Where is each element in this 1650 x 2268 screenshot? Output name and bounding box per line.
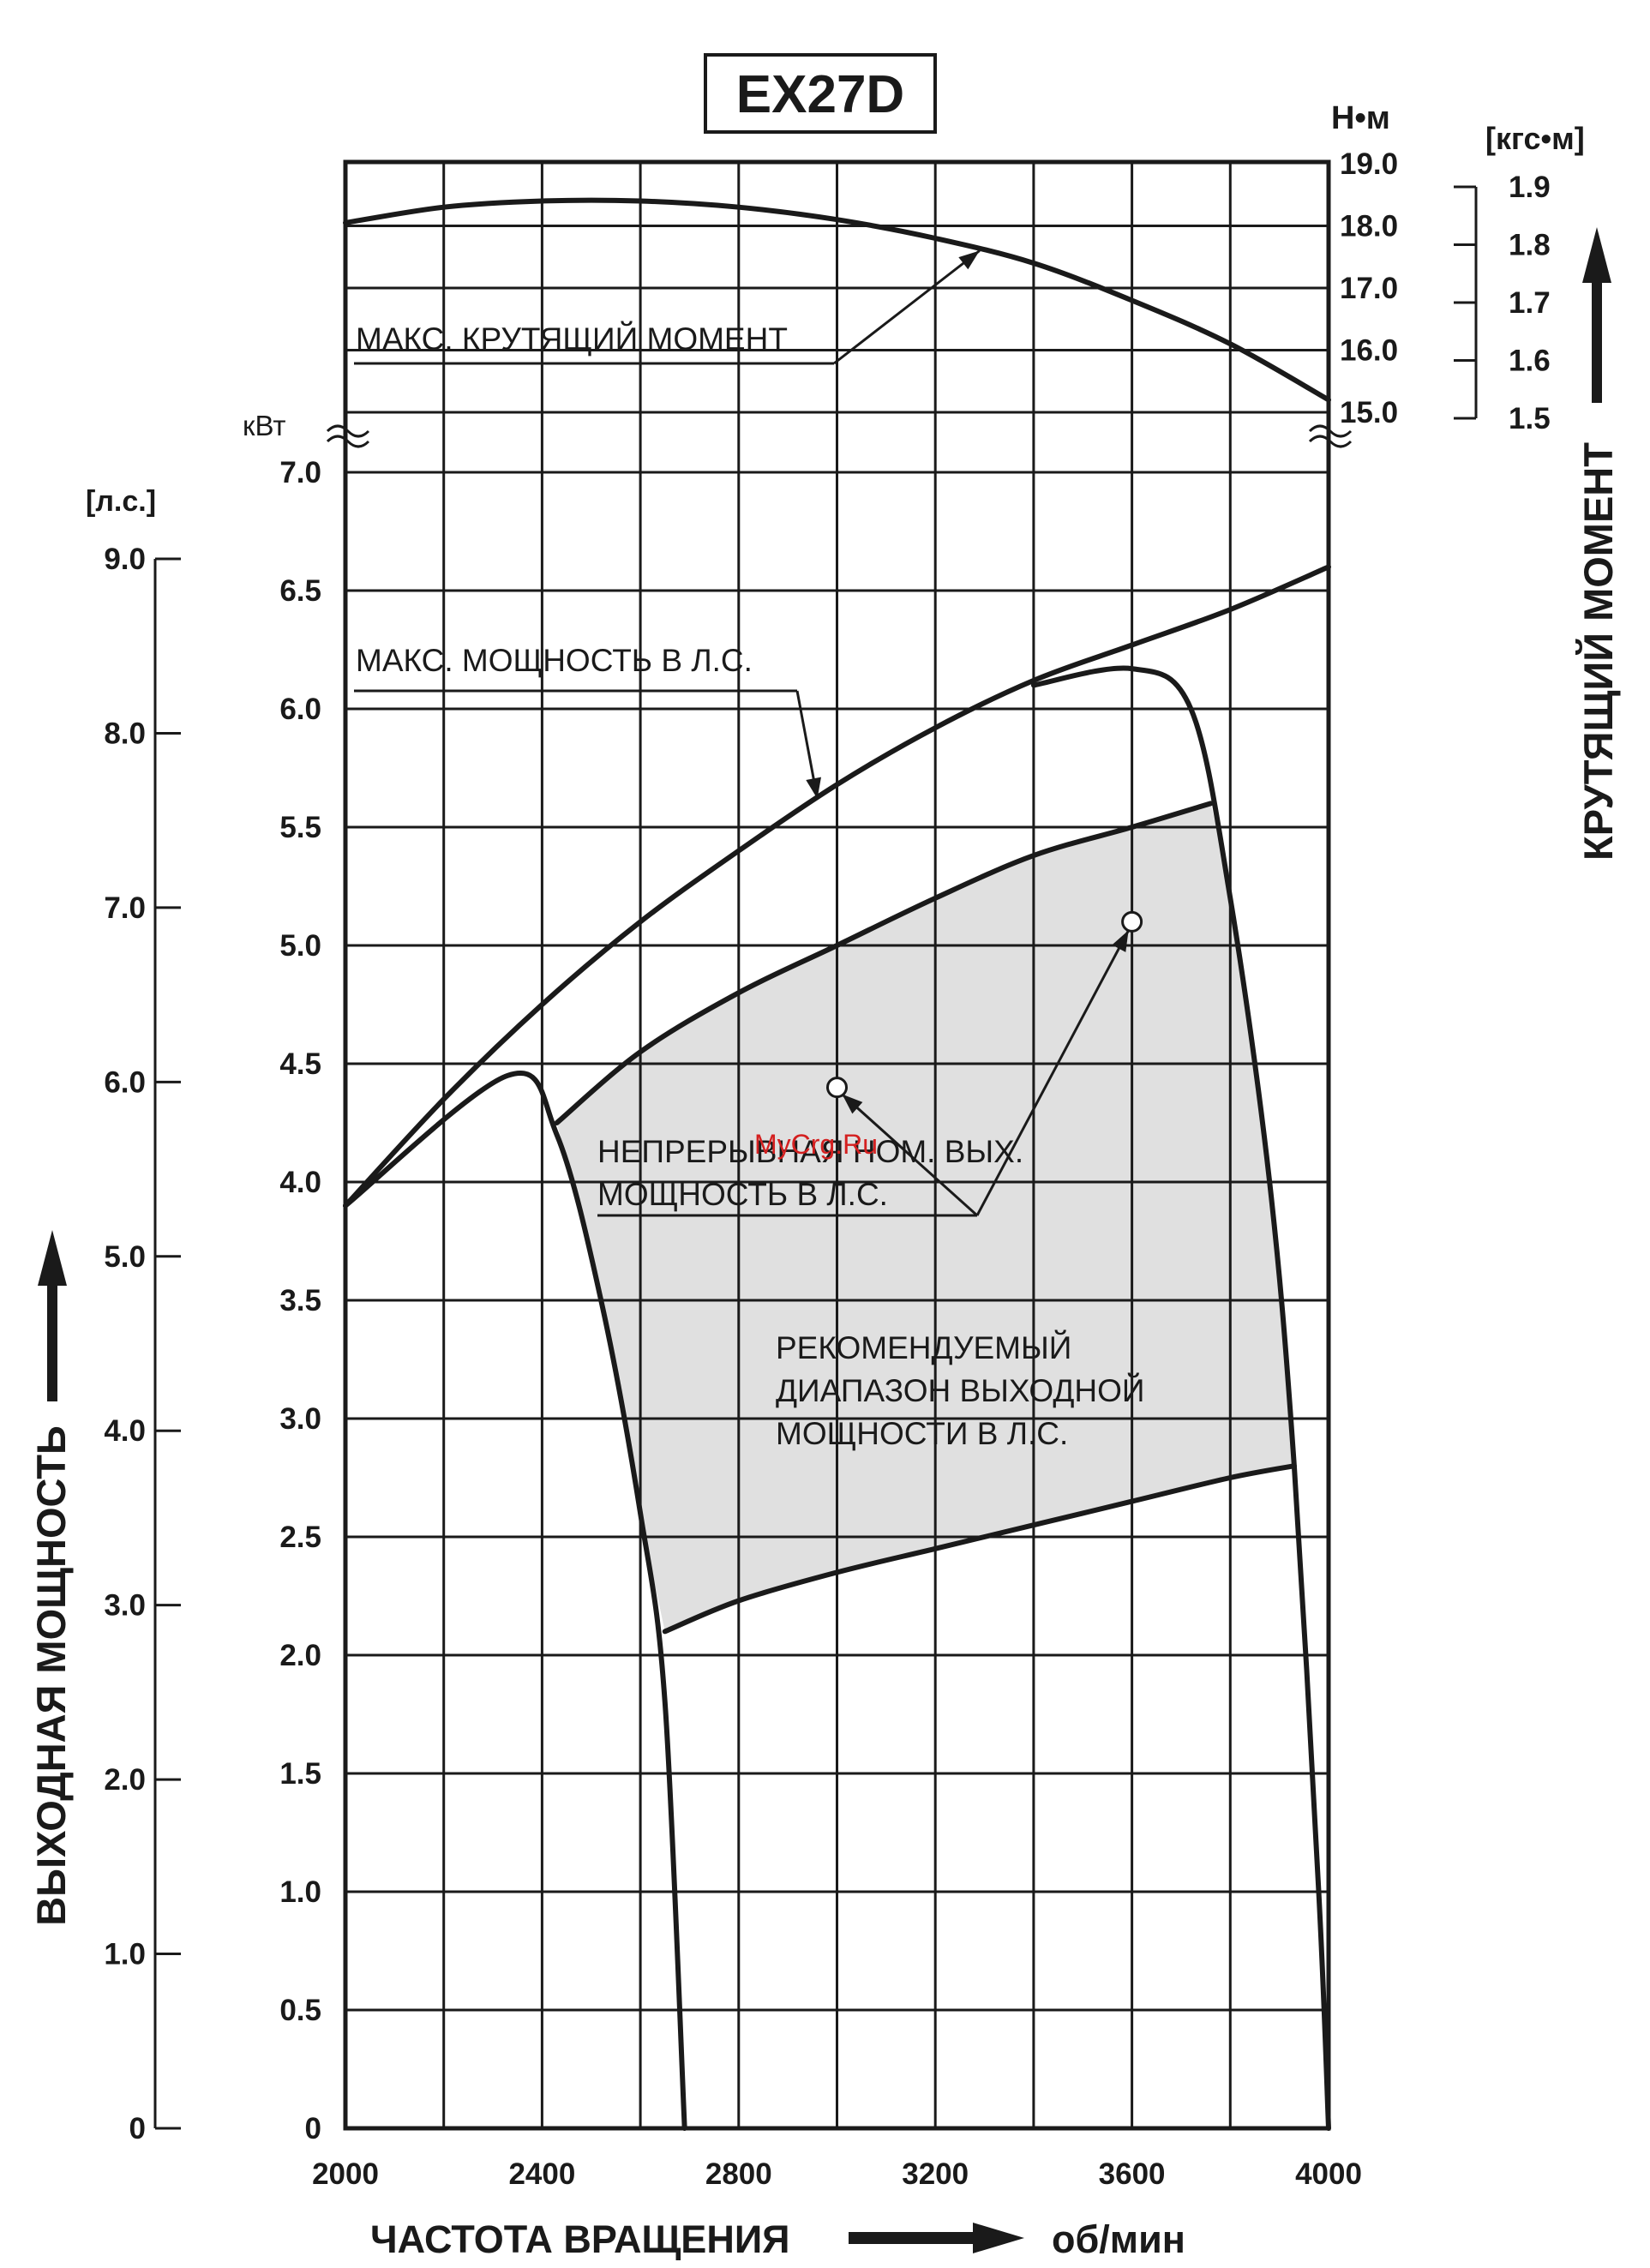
- annotation-range-3: МОЩНОСТИ В Л.С.: [776, 1416, 1068, 1451]
- nm-tick-label: 17.0: [1340, 272, 1398, 305]
- leader-cont-2: [975, 929, 1130, 1216]
- x-tick-label: 3200: [902, 2157, 969, 2191]
- annotation-range-1: РЕКОМЕНДУЕМЫЙ: [776, 1329, 1071, 1365]
- torque-axis-arrow-head: [1582, 227, 1611, 283]
- leader-cont-1: [841, 1093, 979, 1217]
- series-line-2: [554, 801, 1214, 1125]
- x-axis-arrow-head: [973, 2223, 1024, 2253]
- kgfm-tick-label: 1.8: [1509, 229, 1551, 262]
- hp-tick-label: 6.0: [104, 1065, 146, 1099]
- watermark: MyCrg.Ru: [754, 1129, 878, 1160]
- kw-tick-label: 0: [305, 2112, 321, 2145]
- series-line-1: [343, 564, 1331, 1209]
- nm-unit-label: Н•м: [1331, 100, 1390, 136]
- x-axis-title: ЧАСТОТА ВРАЩЕНИЯ: [370, 2217, 790, 2261]
- kw-tick-label: 0.5: [279, 1994, 321, 2027]
- hp-tick-label: 5.0: [104, 1240, 146, 1274]
- leader-maxpower-head: [806, 777, 821, 799]
- x-tick-label: 4000: [1295, 2157, 1362, 2191]
- title-box: [704, 53, 937, 134]
- hp-tick-label: 7.0: [104, 891, 146, 925]
- series-line-3: [662, 1463, 1297, 1635]
- annotation-torque: МАКС. КРУТЯЩИЙ МОМЕНТ: [356, 321, 788, 357]
- kw-tick-label: 6.0: [279, 693, 321, 726]
- hp-tick-label: 8.0: [104, 717, 146, 750]
- x-tick-label: 3600: [1099, 2157, 1166, 2191]
- hp-tick-label: 3.0: [104, 1589, 146, 1623]
- kgfm-tick-label: 1.7: [1509, 286, 1551, 320]
- leader-torque: [833, 249, 981, 365]
- hp-unit-label: [л.с.]: [86, 485, 156, 518]
- leader-cont-1-head: [842, 1094, 863, 1114]
- annotation-continuous-1: НЕПРЕРЫВНАЯ НОМ. ВЫХ.: [597, 1134, 1023, 1169]
- torque-axis-title: КРУТЯЩИЙ МОМЕНТ: [1575, 442, 1621, 861]
- series-line-5: [1030, 665, 1331, 2131]
- hp-tick-label: 1.0: [104, 1938, 146, 1971]
- kw-tick-label: 3.5: [279, 1284, 321, 1317]
- hp-tick-label: 9.0: [104, 543, 146, 576]
- axis-break-mark: [326, 424, 370, 438]
- kgfm-tick-label: 1.5: [1509, 402, 1551, 435]
- nm-tick-label: 15.0: [1340, 396, 1398, 429]
- grid: [326, 159, 1353, 2131]
- rated-point: [1121, 910, 1143, 933]
- kw-tick-label: 5.5: [279, 811, 321, 844]
- kw-tick-label: 4.0: [279, 1166, 321, 1199]
- x-tick-label: 2400: [508, 2157, 575, 2191]
- recommended-range-region: [556, 803, 1294, 1632]
- kgfm-tick-label: 1.6: [1509, 345, 1551, 378]
- hp-tick-label: 0: [129, 2112, 146, 2145]
- series-line-4: [343, 1071, 687, 2131]
- hp-tick-label: 4.0: [104, 1414, 146, 1448]
- labels: 2000 2400 2800 3200 3600 4000 0 0.5 1.0 1.5 2.0 2.5…: [104, 147, 1550, 2191]
- annotation-range-2: ДИАПАЗОН ВЫХОДНОЙ: [776, 1372, 1145, 1408]
- kgfm-tick-label: 1.9: [1509, 171, 1551, 204]
- axis-break-mark: [1308, 435, 1353, 448]
- annotation-max-power: МАКС. МОЩНОСТЬ В Л.С.: [356, 643, 753, 678]
- kw-tick-label: 5.0: [279, 929, 321, 963]
- power-axis-arrow-head: [38, 1230, 67, 1286]
- kgfm-unit-label: [кгс•м]: [1485, 121, 1585, 156]
- x-tick-label: 2800: [705, 2157, 772, 2191]
- curves: [343, 197, 1331, 2131]
- chart-title: EX27D: [736, 65, 904, 124]
- kw-tick-label: 1.5: [279, 1757, 321, 1791]
- kw-tick-label: 2.0: [279, 1639, 321, 1672]
- annotation-continuous-2: МОЩНОСТЬ В Л.С.: [597, 1177, 888, 1212]
- nm-tick-label: 16.0: [1340, 334, 1398, 368]
- axis-break-mark: [1308, 424, 1353, 438]
- series-line-0: [343, 197, 1331, 403]
- leader-cont-2-head: [1112, 930, 1129, 952]
- kw-tick-label: 7.0: [279, 456, 321, 489]
- x-axis-unit: об/мин: [1052, 2217, 1185, 2261]
- x-tick-label: 2000: [312, 2157, 379, 2191]
- axis-break-mark: [326, 435, 370, 448]
- kw-tick-label: 6.5: [279, 574, 321, 608]
- kw-unit-label: кВт: [243, 410, 285, 441]
- nm-tick-label: 18.0: [1340, 210, 1398, 243]
- kw-tick-label: 3.0: [279, 1402, 321, 1436]
- rated-point: [826, 1077, 848, 1099]
- kw-tick-label: 2.5: [279, 1521, 321, 1554]
- hp-tick-label: 2.0: [104, 1763, 146, 1797]
- leader-torque-head: [958, 250, 980, 270]
- nm-tick-label: 19.0: [1340, 147, 1398, 181]
- kw-tick-label: 4.5: [279, 1047, 321, 1081]
- power-axis-title: ВЫХОДНАЯ МОЩНОСТЬ: [28, 1425, 74, 1926]
- kw-tick-label: 1.0: [279, 1875, 321, 1909]
